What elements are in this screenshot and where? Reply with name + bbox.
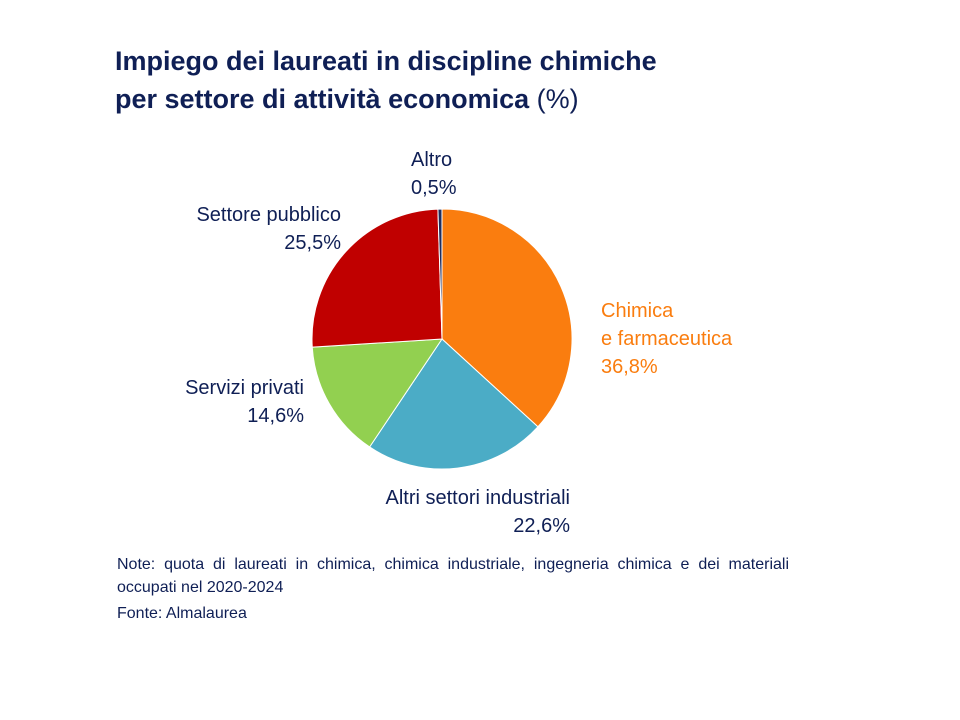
chart-note: Note: quota di laureati in chimica, chim… [117,556,789,596]
label-text: Settore pubblico [196,204,341,226]
label-settore-pubblico: Settore pubblico 25,5% [196,201,341,257]
label-value: 14,6% [247,405,304,427]
pie-slice-settore-pubblico [311,208,443,348]
label-servizi-privati: Servizi privati 14,6% [185,374,304,430]
label-value: 36,8% [601,356,658,378]
label-text: Servizi privati [185,377,304,399]
label-chimica: Chimica e farmaceutica 36,8% [601,297,732,381]
title-unit: (%) [536,84,579,114]
label-altri-settori: Altri settori industriali 22,6% [385,484,570,540]
pie-slice-altro [437,208,443,340]
label-text: Chimica [601,300,674,322]
label-value: 22,6% [513,515,570,537]
label-text: Altro [411,149,453,171]
pie-slice-chimica-e-farmaceutica [441,208,573,428]
label-text: Altri settori industriali [385,487,570,509]
label-value: 25,5% [284,232,341,254]
pie-slice-servizi-privati [311,338,443,448]
title-line-2: per settore di attività economica (%) [115,84,579,114]
chart-source: Fonte: Almalaurea [117,605,247,622]
chart-title: Impiego dei laureati in discipline chimi… [115,42,657,118]
pie-slice-altri-settori-industriali [368,338,539,470]
label-text: e farmaceutica [601,328,733,350]
title-line-1: Impiego dei laureati in discipline chimi… [115,46,657,76]
label-value: 0,5% [411,177,457,199]
label-altro: Altro 0,5% [411,146,457,202]
